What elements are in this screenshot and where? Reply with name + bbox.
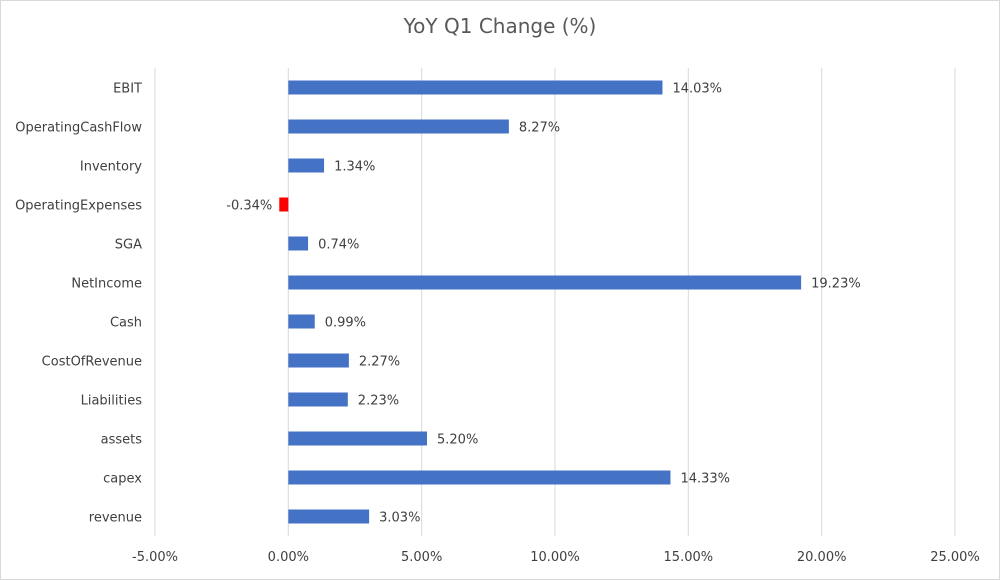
category-label: CostOfRevenue (42, 355, 142, 370)
bar (288, 392, 348, 407)
gridlines (154, 68, 956, 536)
x-tick-label: 15.00% (664, 550, 714, 565)
data-label: 2.27% (359, 355, 400, 370)
chart-title: YoY Q1 Change (%) (403, 14, 597, 38)
bar (288, 236, 309, 251)
category-label: Inventory (80, 160, 142, 175)
data-label: 0.99% (325, 316, 366, 331)
data-label: 14.03% (672, 82, 722, 97)
bar (288, 158, 325, 173)
bar (288, 509, 370, 524)
bar (288, 431, 427, 446)
category-label: Cash (110, 316, 142, 331)
category-label: OperatingCashFlow (15, 121, 142, 136)
data-label: -0.34% (226, 199, 272, 214)
data-label: 0.74% (318, 238, 359, 253)
bar (288, 353, 349, 368)
category-label: assets (101, 433, 143, 448)
data-label: 3.03% (379, 511, 420, 526)
bars (279, 80, 802, 524)
data-label: 1.34% (334, 160, 375, 175)
bar (288, 80, 663, 95)
labels: -5.00% 0.00% 5.00% 10.00% 15.00% 20.00% 25.00%… (15, 82, 980, 566)
category-label: EBIT (113, 82, 142, 97)
data-label: 5.20% (437, 433, 478, 448)
category-label: OperatingExpenses (15, 199, 142, 214)
category-label: NetIncome (71, 277, 142, 292)
category-label: capex (103, 472, 142, 487)
data-label: 2.23% (358, 394, 399, 409)
bar (279, 197, 289, 212)
data-label: 14.33% (680, 472, 730, 487)
x-tick-label: 20.00% (797, 550, 847, 565)
bar (288, 275, 802, 290)
bar (288, 314, 315, 329)
category-label: revenue (89, 511, 142, 526)
x-tick-label: 5.00% (401, 550, 442, 565)
bar (288, 119, 509, 134)
x-tick-label: -5.00% (132, 550, 178, 565)
data-label: 19.23% (811, 277, 861, 292)
category-label: Liabilities (81, 394, 143, 409)
x-tick-label: 10.00% (530, 550, 580, 565)
x-tick-label: 25.00% (930, 550, 980, 565)
category-label: SGA (115, 238, 142, 253)
x-tick-label: 0.00% (268, 550, 309, 565)
data-label: 8.27% (519, 121, 560, 136)
bar (288, 470, 671, 485)
